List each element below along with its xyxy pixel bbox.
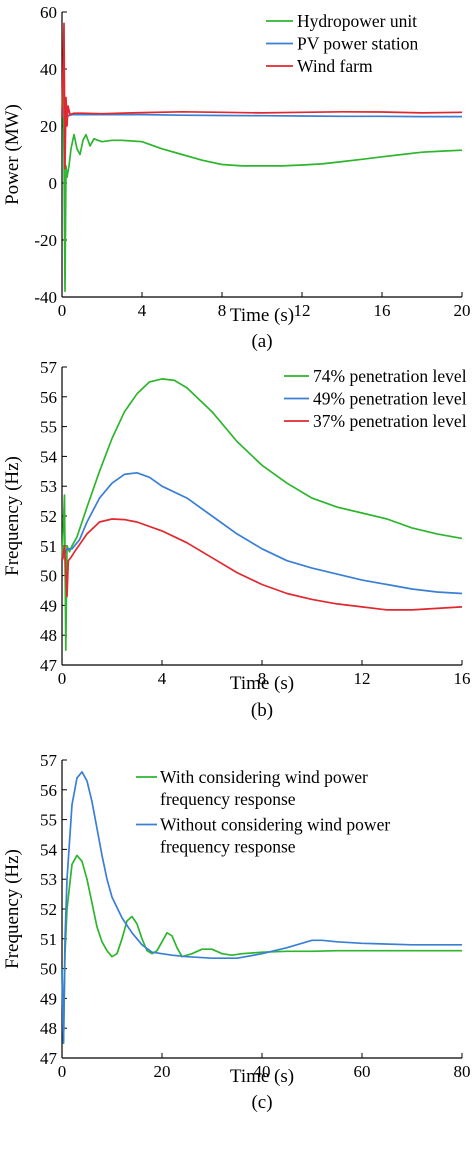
series-line-0 bbox=[61, 85, 463, 293]
y-tick-label: 50 bbox=[40, 567, 57, 586]
legend-label: frequency response bbox=[160, 837, 296, 857]
panel-a: -40 -20 0 20 40 60 0 4 8 12 16 20 Time (s) Power (MW)… bbox=[2, 3, 471, 352]
legend-label: 74% penetration level bbox=[313, 366, 467, 386]
x-axis-title: Time (s) bbox=[230, 673, 294, 694]
y-tick-label: 56 bbox=[40, 388, 57, 407]
series-line-2 bbox=[61, 22, 463, 170]
y-tick-label: 0 bbox=[49, 174, 58, 193]
y-tick-label: 55 bbox=[40, 418, 57, 437]
legend-label: PV power station bbox=[297, 34, 418, 54]
y-tick-label: -20 bbox=[34, 231, 57, 250]
legend-label: 49% penetration level bbox=[313, 389, 467, 409]
y-tick-label: 52 bbox=[40, 507, 57, 526]
panel-caption: (a) bbox=[251, 331, 272, 352]
panel-caption: (b) bbox=[251, 700, 273, 721]
x-tick-label: 80 bbox=[454, 1062, 471, 1081]
y-tick-label: 53 bbox=[40, 477, 57, 496]
panel-c: 47 48 49 50 51 52 53 54 55 56 57 0 20 40 60 80 Time (s) F… bbox=[2, 751, 471, 1113]
legend-label: 37% penetration level bbox=[313, 411, 467, 431]
series-line-1 bbox=[61, 771, 462, 1044]
y-tick-label: 49 bbox=[40, 596, 57, 615]
x-tick-label: 20 bbox=[154, 1062, 171, 1081]
legend-label: Wind farm bbox=[297, 56, 373, 76]
x-tick-label: 4 bbox=[138, 301, 147, 320]
y-tick-label: 53 bbox=[40, 870, 57, 889]
legend-label: Without considering wind power bbox=[160, 815, 390, 835]
y-axis-title: Frequency (Hz) bbox=[2, 456, 23, 576]
x-tick-label: 40 bbox=[254, 1062, 271, 1081]
x-tick-label: 0 bbox=[58, 1062, 67, 1081]
x-tick-label: 20 bbox=[454, 301, 471, 320]
y-tick-label: 20 bbox=[40, 117, 57, 136]
x-tick-label: 16 bbox=[454, 669, 471, 688]
y-tick-label: 50 bbox=[40, 960, 57, 979]
legend-label: frequency response bbox=[160, 789, 296, 809]
y-tick-label: 57 bbox=[40, 751, 58, 770]
x-axis-title: Time (s) bbox=[230, 1066, 294, 1087]
x-tick-label: 0 bbox=[58, 669, 67, 688]
x-tick-label: 12 bbox=[354, 669, 371, 688]
x-tick-label: 4 bbox=[158, 669, 167, 688]
x-tick-label: 12 bbox=[294, 301, 311, 320]
y-tick-label: 60 bbox=[40, 3, 57, 22]
y-tick-label: 56 bbox=[40, 781, 57, 800]
x-axis-title: Time (s) bbox=[230, 305, 294, 326]
y-tick-label: 54 bbox=[40, 840, 58, 859]
series-line-1 bbox=[61, 471, 463, 595]
series-line-2 bbox=[61, 518, 463, 611]
y-tick-label: 52 bbox=[40, 900, 57, 919]
series-line-0 bbox=[61, 854, 462, 1044]
y-tick-label: 49 bbox=[40, 989, 57, 1008]
y-axis-title: Power (MW) bbox=[2, 104, 23, 205]
series-line-0 bbox=[61, 378, 463, 651]
y-tick-label: 48 bbox=[40, 1019, 57, 1038]
legend-label: With considering wind power bbox=[160, 767, 368, 787]
y-tick-label: 51 bbox=[40, 930, 57, 949]
y-tick-label: 40 bbox=[40, 60, 57, 79]
series-line-1 bbox=[61, 108, 462, 122]
y-tick-label: 51 bbox=[40, 537, 57, 556]
x-tick-label: 60 bbox=[354, 1062, 371, 1081]
panel-caption: (c) bbox=[251, 1092, 272, 1113]
y-tick-label: 47 bbox=[40, 1049, 58, 1068]
y-tick-label: 57 bbox=[40, 358, 58, 377]
x-tick-label: 8 bbox=[218, 301, 227, 320]
y-tick-label: 55 bbox=[40, 811, 57, 830]
x-tick-label: 8 bbox=[258, 669, 267, 688]
y-tick-label: 54 bbox=[40, 447, 58, 466]
legend-label: Hydropower unit bbox=[297, 11, 417, 31]
y-axis-title: Frequency (Hz) bbox=[2, 849, 23, 969]
y-tick-label: 47 bbox=[40, 656, 58, 675]
y-tick-label: 48 bbox=[40, 626, 57, 645]
x-tick-label: 16 bbox=[374, 301, 391, 320]
x-tick-label: 0 bbox=[58, 301, 67, 320]
y-tick-label: -40 bbox=[34, 288, 57, 307]
